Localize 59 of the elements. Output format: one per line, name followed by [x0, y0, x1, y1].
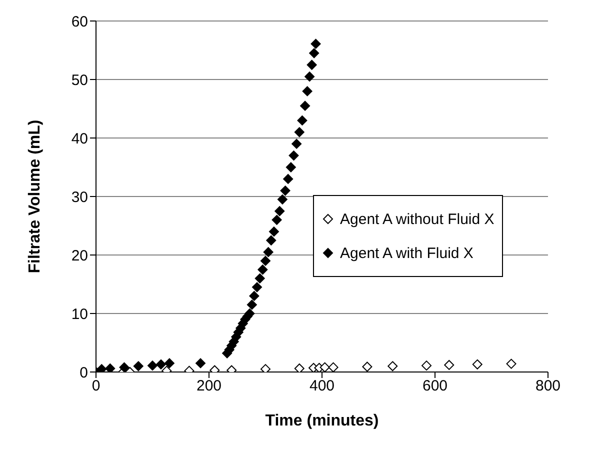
point: [288, 150, 299, 161]
point: [272, 214, 282, 225]
point: [306, 60, 317, 70]
point: [309, 48, 320, 58]
point: [292, 138, 302, 149]
point: [148, 360, 158, 371]
point: [258, 264, 268, 275]
y-tick-label: 60: [71, 13, 88, 30]
point: [320, 362, 330, 372]
x-axis-title: Time (minutes): [265, 412, 379, 430]
x-tick-label: 0: [92, 378, 100, 395]
point: [277, 194, 288, 204]
point: [302, 86, 312, 96]
x-tick-label: 400: [309, 378, 335, 395]
point: [297, 115, 308, 126]
point: [328, 362, 338, 372]
point: [105, 363, 116, 372]
point: [260, 364, 270, 372]
point: [249, 290, 260, 301]
point: [294, 363, 304, 372]
legend-label: Agent A with Fluid X: [340, 244, 474, 262]
point: [286, 162, 296, 172]
point: [266, 235, 276, 246]
y-tick-label: 50: [71, 72, 88, 89]
point: [444, 360, 454, 370]
point: [252, 282, 262, 292]
point: [246, 300, 257, 310]
point: [310, 38, 321, 49]
point: [196, 358, 206, 368]
point: [119, 362, 130, 372]
x-tick-label: 800: [535, 378, 561, 395]
x-tick-label: 200: [196, 378, 222, 395]
point: [274, 206, 285, 216]
point: [164, 358, 174, 368]
y-tick-label: 10: [71, 306, 88, 323]
point: [96, 364, 107, 372]
y-tick-label: 30: [71, 188, 88, 206]
point: [294, 127, 304, 138]
y-tick-label: 20: [71, 247, 88, 264]
point: [263, 247, 274, 258]
point: [156, 359, 166, 370]
y-tick-label: 0: [80, 364, 88, 382]
point: [260, 256, 270, 266]
legend-label: Agent A without Fluid X: [340, 210, 494, 228]
point: [362, 362, 372, 372]
y-tick-label: 40: [71, 130, 88, 148]
y-axis-title: Filtrate Volume (mL): [26, 120, 44, 274]
point: [280, 186, 290, 196]
point: [268, 226, 279, 237]
point: [254, 273, 265, 284]
point: [506, 358, 516, 369]
point: [283, 174, 294, 184]
point: [133, 361, 144, 372]
point: [388, 361, 398, 372]
point: [304, 72, 315, 82]
point: [422, 360, 432, 371]
point: [300, 100, 310, 111]
x-tick-label: 600: [422, 378, 448, 395]
point: [472, 359, 482, 370]
